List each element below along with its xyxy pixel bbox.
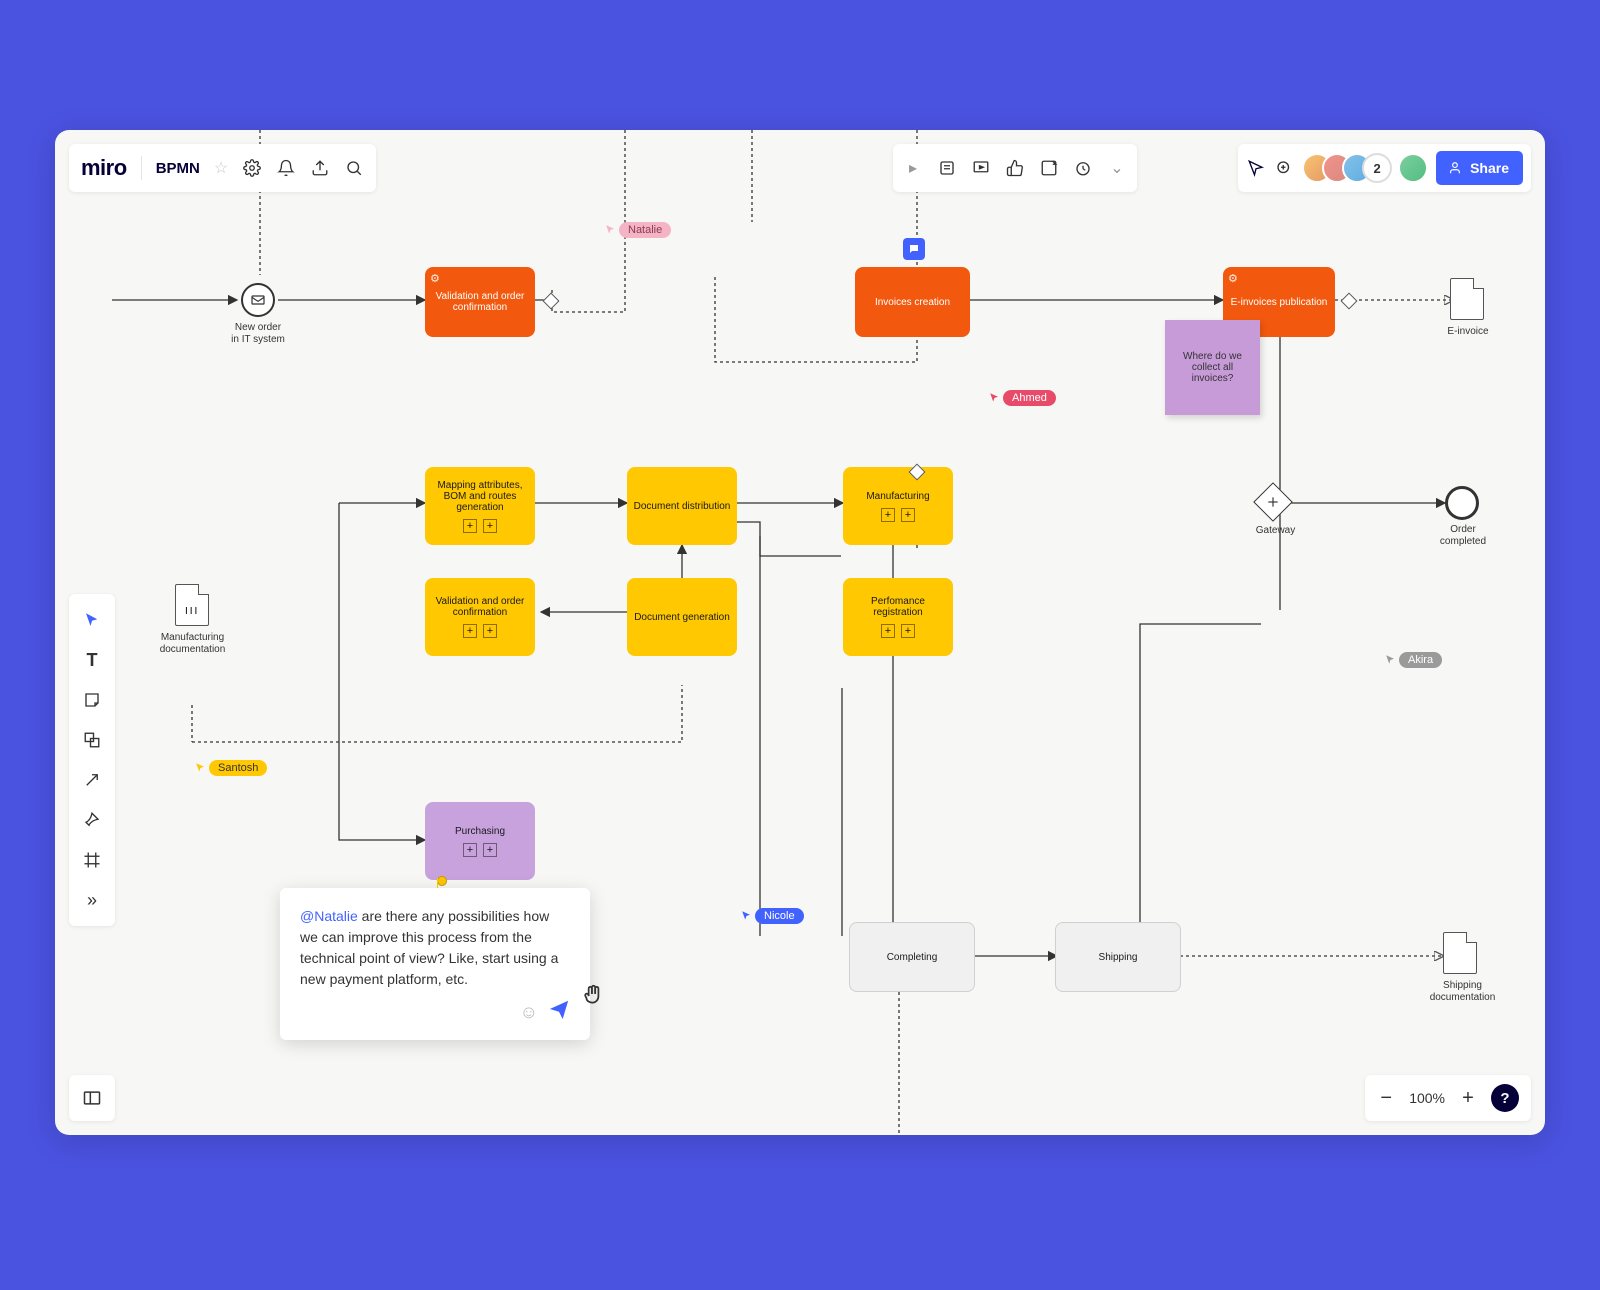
event-order-completed[interactable] — [1445, 486, 1479, 520]
settings-icon[interactable] — [242, 158, 262, 178]
help-button[interactable]: ? — [1491, 1084, 1519, 1112]
select-tool[interactable] — [74, 602, 110, 638]
present-icon[interactable] — [971, 158, 991, 178]
zoom-in[interactable]: + — [1459, 1087, 1477, 1110]
toolbox: T » — [69, 594, 115, 926]
star-icon[interactable]: ☆ — [214, 158, 228, 178]
timer-icon[interactable] — [1073, 158, 1093, 178]
shape-tool[interactable] — [74, 722, 110, 758]
chevron-right-icon[interactable]: ▸ — [903, 158, 923, 178]
node-validation2[interactable]: Validation and order confirmation ++ — [425, 578, 535, 656]
frame-tool[interactable] — [74, 842, 110, 878]
doc-mfg[interactable]: III — [175, 584, 209, 626]
embed-icon[interactable] — [1039, 158, 1059, 178]
comment-marker[interactable] — [903, 238, 925, 260]
canvas[interactable]: New order in IT system ⚙ Validation and … — [55, 130, 1545, 1135]
node-docgen[interactable]: Document generation — [627, 578, 737, 656]
doc-ship[interactable] — [1443, 932, 1477, 974]
node-purchasing[interactable]: Purchasing ++ — [425, 802, 535, 880]
event-new-order[interactable] — [241, 283, 275, 317]
header-center: ▸ ⌄ — [893, 144, 1137, 192]
bell-icon[interactable] — [276, 158, 296, 178]
more-icon[interactable]: ⌄ — [1107, 158, 1127, 178]
extra-count[interactable]: 2 — [1362, 153, 1392, 183]
header-right: 2 Share — [1238, 144, 1531, 192]
label-order-completed: Order completed — [1433, 524, 1493, 548]
cursor-santosh: Santosh — [195, 760, 267, 776]
gateway-mini-2[interactable] — [1341, 293, 1358, 310]
cursor-akira: Akira — [1385, 652, 1442, 668]
like-icon[interactable] — [1005, 158, 1025, 178]
emoji-icon[interactable]: ☺ — [520, 999, 538, 1026]
header-left: miro BPMN ☆ — [69, 144, 376, 192]
share-button[interactable]: Share — [1436, 151, 1523, 185]
pointer-select-icon[interactable] — [1246, 158, 1266, 178]
node-mapping[interactable]: Mapping attributes, BOM and routes gener… — [425, 467, 535, 545]
cursor-natalie: Natalie — [605, 222, 671, 238]
node-manufacturing[interactable]: Manufacturing ++ — [843, 467, 953, 545]
follow-icon[interactable] — [1274, 158, 1294, 178]
board-name[interactable]: BPMN — [156, 160, 200, 177]
node-invoices[interactable]: Invoices creation — [855, 267, 970, 337]
avatars[interactable]: 2 — [1302, 153, 1428, 183]
search-icon[interactable] — [344, 158, 364, 178]
logo[interactable]: miro — [81, 155, 127, 181]
cursor-ahmed: Ahmed — [989, 390, 1056, 406]
node-perfreg[interactable]: Perfomance registration ++ — [843, 578, 953, 656]
gateway[interactable] — [1253, 482, 1293, 522]
comment-box[interactable]: @Natalie are there any possibilities how… — [280, 888, 590, 1040]
doc-einvoice[interactable] — [1450, 278, 1484, 320]
zoom-out[interactable]: − — [1377, 1087, 1395, 1110]
label-mfgdoc: Manufacturing documentation — [155, 632, 230, 656]
arrow-tool[interactable] — [74, 762, 110, 798]
zoom-bar: − 100% + ? — [1365, 1075, 1531, 1121]
node-docdist[interactable]: Document distribution — [627, 467, 737, 545]
label-new-order: New order in IT system — [218, 322, 298, 346]
node-validation1[interactable]: ⚙ Validation and order confirmation — [425, 267, 535, 337]
sticky-tool[interactable] — [74, 682, 110, 718]
note-icon[interactable] — [937, 158, 957, 178]
pen-tool[interactable] — [74, 802, 110, 838]
label-shipdoc: Shipping documentation — [1425, 980, 1500, 1004]
export-icon[interactable] — [310, 158, 330, 178]
send-icon[interactable] — [548, 998, 570, 1026]
gateway-mini-1[interactable] — [543, 293, 560, 310]
comment-mention[interactable]: @Natalie — [300, 908, 358, 924]
panel-toggle[interactable] — [69, 1075, 115, 1121]
text-tool[interactable]: T — [74, 642, 110, 678]
label-gateway: Gateway — [1253, 525, 1298, 537]
node-completing[interactable]: Completing — [849, 922, 975, 992]
more-tools[interactable]: » — [74, 882, 110, 918]
label-einvoice: E-invoice — [1443, 326, 1493, 338]
node-shipping[interactable]: Shipping — [1055, 922, 1181, 992]
zoom-percent[interactable]: 100% — [1409, 1090, 1445, 1106]
sticky-note[interactable]: Where do we collect all invoices? — [1165, 320, 1260, 415]
cursor-nicole: Nicole — [741, 908, 804, 924]
